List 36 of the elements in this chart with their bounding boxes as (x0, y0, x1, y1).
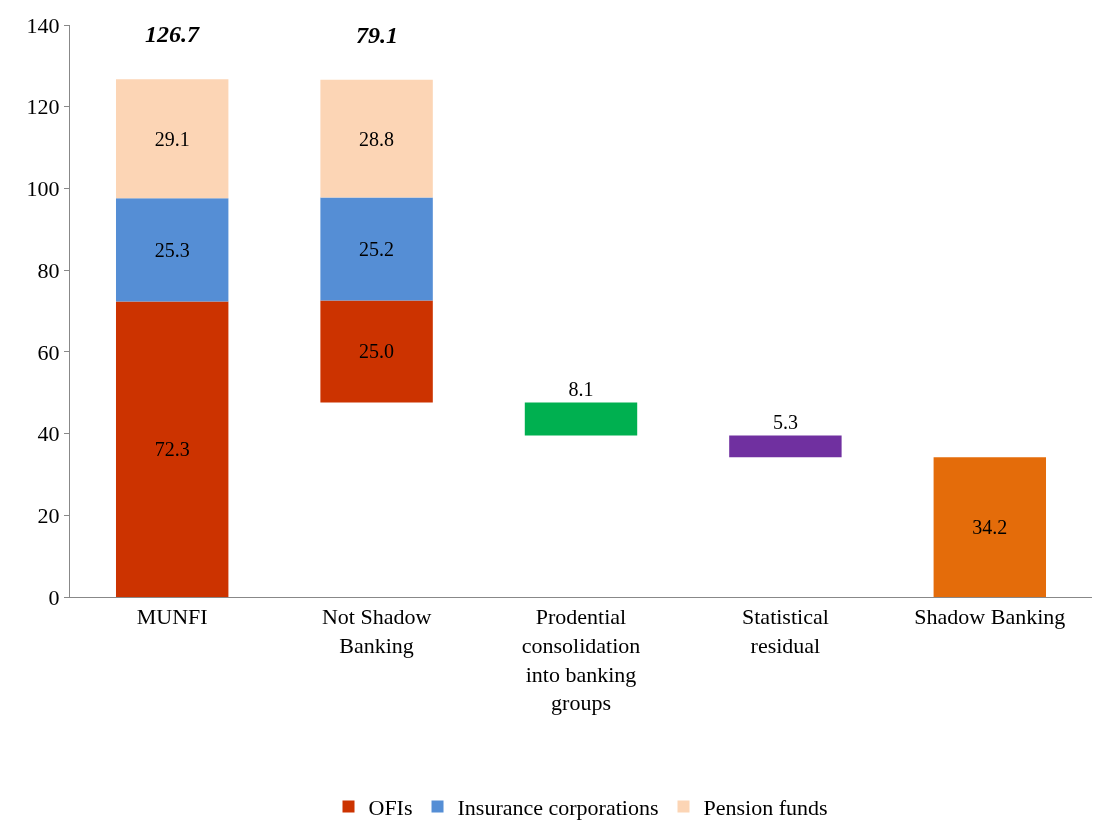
bar (933, 457, 1047, 597)
x-tick-label: MUNFI (136, 604, 208, 630)
data-label: 72.3 (154, 438, 190, 461)
bar (115, 198, 229, 302)
data-label: 5.3 (772, 410, 798, 433)
y-tick-label: 120 (26, 94, 60, 120)
bar (320, 197, 433, 301)
data-label: 8.1 (568, 377, 594, 400)
y-tick-label: 40 (37, 421, 60, 447)
y-tick-label: 20 (37, 502, 60, 528)
legend-label: Pension funds (703, 795, 828, 821)
data-label: 29.1 (154, 127, 190, 150)
data-label: 34.2 (972, 516, 1008, 539)
bar (320, 300, 433, 403)
bar (729, 435, 842, 458)
bar (115, 301, 229, 597)
annotation: 79.1 (356, 22, 398, 48)
data-label: 28.8 (359, 127, 395, 150)
bar (115, 79, 229, 199)
x-tick-label: Not Shadow Banking (321, 604, 432, 658)
annotation: 126.7 (145, 21, 200, 47)
bar (320, 79, 433, 198)
legend-label: Insurance corporations (457, 795, 659, 821)
y-tick-label: 0 (48, 584, 60, 610)
y-tick-label: 100 (26, 176, 60, 202)
x-tick-label: Shadow Banking (914, 604, 1066, 630)
y-tick-label: 60 (37, 339, 60, 365)
bar (524, 402, 638, 436)
x-tick-label: Prodential consolidation into banking groups (521, 604, 641, 716)
x-tick-label: Statistical residual (742, 604, 829, 658)
legend-label: OFIs (368, 795, 413, 821)
data-label: 25.0 (359, 340, 395, 363)
y-tick-label: 80 (37, 257, 60, 283)
y-tick-label: 140 (26, 12, 60, 38)
data-label: 25.3 (154, 238, 190, 261)
data-label: 25.2 (359, 237, 395, 260)
